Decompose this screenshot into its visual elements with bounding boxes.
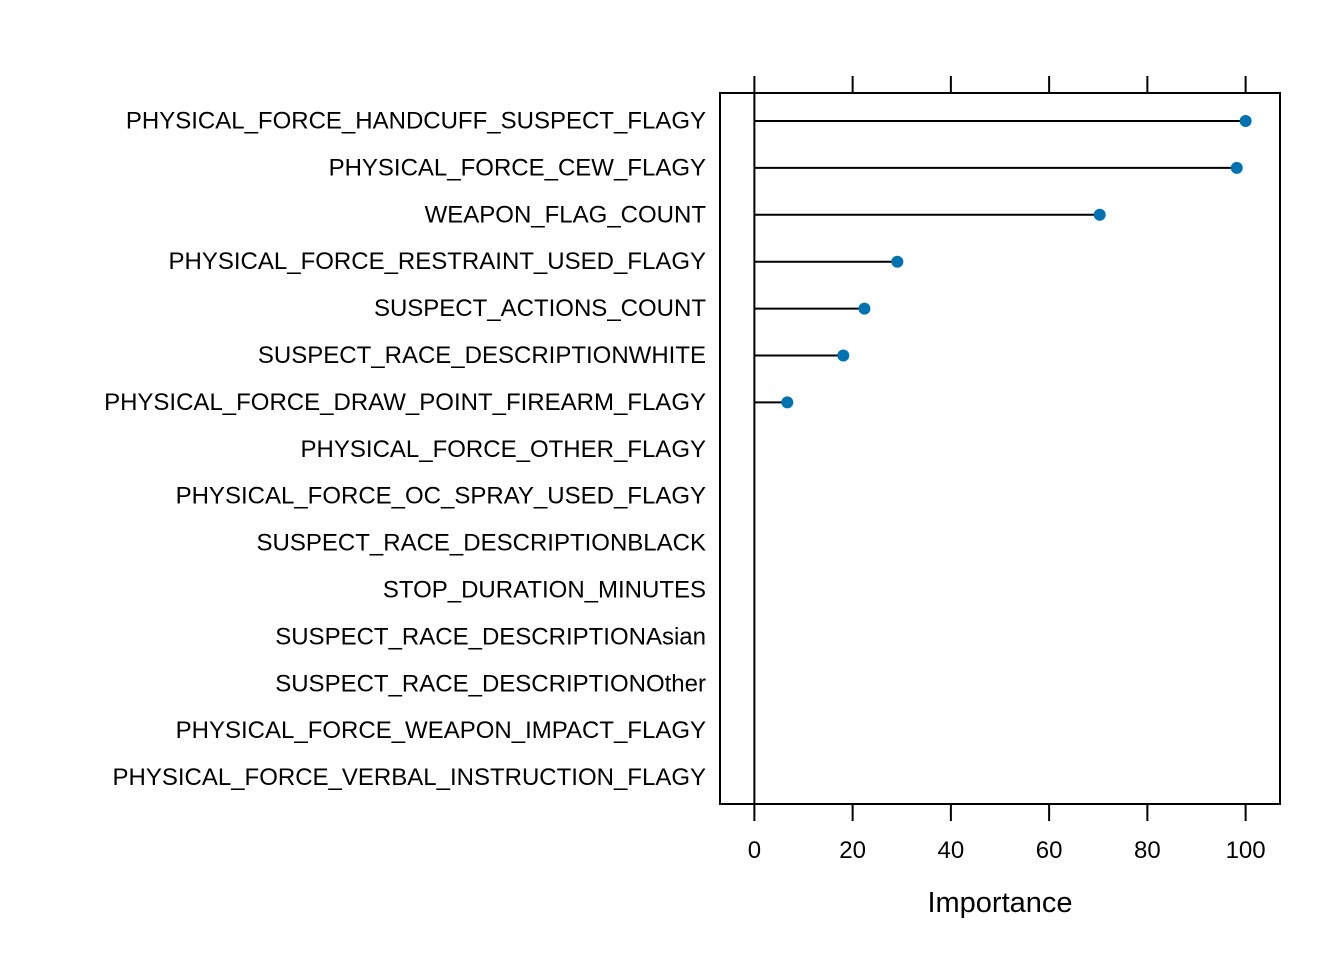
category-label: SUSPECT_RACE_DESCRIPTIONOther [275, 670, 706, 697]
category-label: PHYSICAL_FORCE_HANDCUFF_SUSPECT_FLAGY [126, 108, 706, 135]
importance-point [1230, 161, 1243, 174]
category-label: STOP_DURATION_MINUTES [383, 577, 706, 604]
importance-point [1093, 208, 1106, 221]
category-label: SUSPECT_RACE_DESCRIPTIONWHITE [258, 342, 706, 369]
x-tick-label: 60 [1036, 837, 1063, 864]
x-tick-label: 100 [1226, 837, 1266, 864]
importance-point [858, 302, 871, 315]
category-label: SUSPECT_RACE_DESCRIPTIONAsian [275, 623, 706, 650]
category-label: PHYSICAL_FORCE_CEW_FLAGY [329, 154, 706, 181]
category-label: PHYSICAL_FORCE_OTHER_FLAGY [301, 436, 706, 463]
importance-point [1239, 115, 1252, 127]
category-label: PHYSICAL_FORCE_WEAPON_IMPACT_FLAGY [176, 717, 706, 744]
category-label: WEAPON_FLAG_COUNT [425, 201, 707, 228]
category-label: SUSPECT_RACE_DESCRIPTIONBLACK [257, 530, 706, 557]
category-label: PHYSICAL_FORCE_DRAW_POINT_FIREARM_FLAGY [104, 389, 706, 416]
x-tick-label: 0 [748, 837, 761, 864]
x-tick-label: 40 [938, 837, 965, 864]
x-tick-label: 80 [1134, 837, 1161, 864]
plot-frame [719, 92, 1281, 805]
importance-point [891, 255, 904, 268]
category-label: PHYSICAL_FORCE_RESTRAINT_USED_FLAGY [169, 248, 706, 275]
x-tick-label: 20 [839, 837, 866, 864]
x-axis-title: Importance [927, 887, 1072, 919]
category-label: PHYSICAL_FORCE_VERBAL_INSTRUCTION_FLAGY [113, 764, 707, 791]
category-label: SUSPECT_ACTIONS_COUNT [374, 295, 706, 322]
importance-point [781, 396, 794, 409]
importance-point [837, 349, 850, 362]
category-label: PHYSICAL_FORCE_OC_SPRAY_USED_FLAGY [176, 483, 706, 510]
